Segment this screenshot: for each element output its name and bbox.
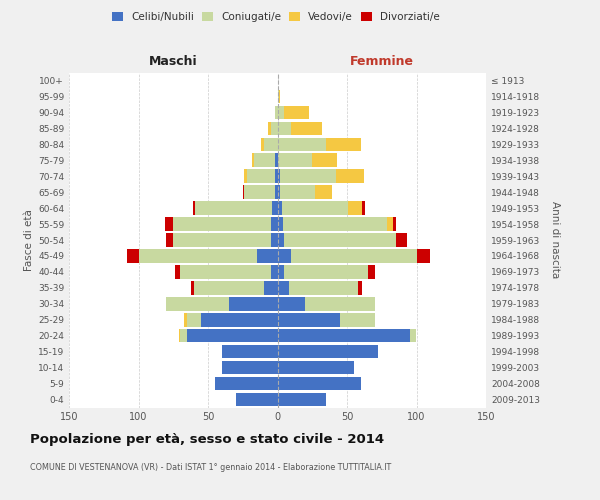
Text: Popolazione per età, sesso e stato civile - 2014: Popolazione per età, sesso e stato civil…: [30, 432, 384, 446]
Bar: [275, 186, 277, 199]
Bar: [187, 329, 277, 342]
Y-axis label: Anni di nascita: Anni di nascita: [550, 202, 560, 278]
Bar: [277, 345, 377, 358]
Bar: [416, 249, 430, 262]
Bar: [362, 202, 365, 215]
Bar: [229, 297, 277, 310]
Bar: [268, 122, 271, 135]
Bar: [193, 202, 196, 215]
Bar: [173, 218, 271, 231]
Bar: [244, 186, 275, 199]
Bar: [280, 186, 315, 199]
Bar: [277, 186, 280, 199]
Bar: [263, 138, 277, 151]
Bar: [277, 122, 292, 135]
Bar: [358, 281, 362, 294]
Bar: [254, 154, 275, 167]
Bar: [284, 265, 368, 278]
Text: Femmine: Femmine: [350, 54, 414, 68]
Bar: [277, 313, 340, 326]
Bar: [326, 138, 361, 151]
Bar: [277, 392, 326, 406]
Bar: [166, 297, 229, 310]
Bar: [180, 265, 271, 278]
Bar: [284, 106, 310, 119]
Bar: [292, 122, 322, 135]
Bar: [165, 218, 173, 231]
Bar: [336, 170, 364, 183]
Bar: [179, 329, 180, 342]
Bar: [277, 170, 280, 183]
Bar: [236, 392, 277, 406]
Bar: [196, 202, 272, 215]
Bar: [292, 249, 416, 262]
Bar: [184, 313, 187, 326]
Bar: [305, 297, 375, 310]
Bar: [277, 377, 361, 390]
Bar: [180, 329, 187, 342]
Bar: [194, 281, 263, 294]
Bar: [253, 154, 254, 167]
Bar: [284, 233, 395, 247]
Bar: [263, 281, 277, 294]
Bar: [395, 233, 407, 247]
Bar: [257, 249, 277, 262]
Bar: [191, 281, 194, 294]
Bar: [277, 329, 410, 342]
Bar: [247, 170, 275, 183]
Bar: [277, 249, 292, 262]
Bar: [283, 218, 388, 231]
Bar: [272, 202, 277, 215]
Bar: [215, 377, 277, 390]
Bar: [244, 170, 247, 183]
Bar: [271, 218, 277, 231]
Legend: Celibi/Nubili, Coniugati/e, Vedovi/e, Divorziati/e: Celibi/Nubili, Coniugati/e, Vedovi/e, Di…: [108, 8, 444, 26]
Y-axis label: Fasce di età: Fasce di età: [24, 209, 34, 271]
Bar: [277, 154, 312, 167]
Bar: [275, 170, 277, 183]
Bar: [277, 233, 284, 247]
Bar: [175, 265, 180, 278]
Bar: [340, 313, 375, 326]
Bar: [275, 154, 277, 167]
Bar: [166, 233, 173, 247]
Bar: [139, 249, 257, 262]
Bar: [243, 186, 244, 199]
Bar: [279, 90, 280, 103]
Bar: [368, 265, 375, 278]
Bar: [277, 106, 284, 119]
Bar: [271, 233, 277, 247]
Text: COMUNE DI VESTENANOVA (VR) - Dati ISTAT 1° gennaio 2014 - Elaborazione TUTTITALI: COMUNE DI VESTENANOVA (VR) - Dati ISTAT …: [30, 462, 391, 471]
Bar: [277, 361, 354, 374]
Bar: [277, 138, 326, 151]
Bar: [271, 265, 277, 278]
Bar: [277, 281, 289, 294]
Bar: [281, 202, 349, 215]
Bar: [275, 106, 277, 119]
Bar: [127, 249, 139, 262]
Bar: [201, 313, 277, 326]
Bar: [289, 281, 358, 294]
Bar: [280, 170, 336, 183]
Bar: [222, 361, 277, 374]
Bar: [261, 138, 263, 151]
Text: Maschi: Maschi: [149, 54, 197, 68]
Bar: [277, 297, 305, 310]
Bar: [388, 218, 393, 231]
Bar: [410, 329, 416, 342]
Bar: [277, 218, 283, 231]
Bar: [312, 154, 337, 167]
Bar: [277, 265, 284, 278]
Bar: [187, 313, 201, 326]
Bar: [173, 233, 271, 247]
Bar: [349, 202, 362, 215]
Bar: [277, 90, 279, 103]
Bar: [277, 202, 281, 215]
Bar: [315, 186, 332, 199]
Bar: [222, 345, 277, 358]
Bar: [271, 122, 277, 135]
Bar: [393, 218, 395, 231]
